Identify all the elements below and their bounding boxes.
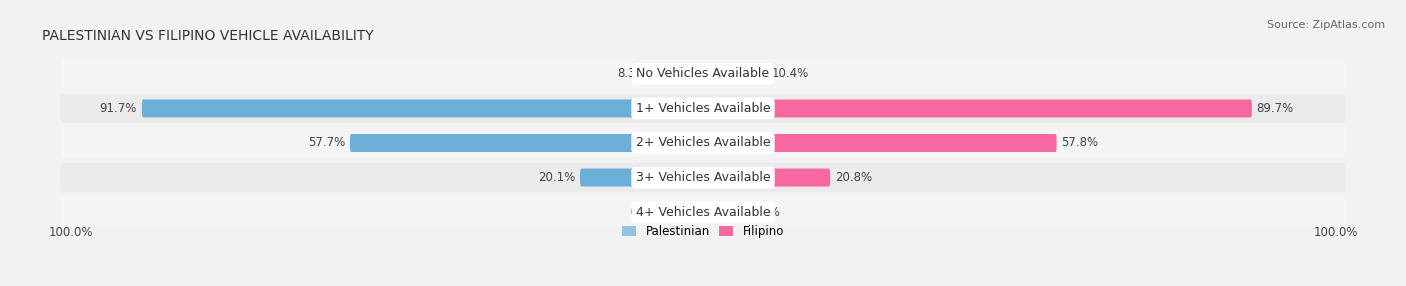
Text: Source: ZipAtlas.com: Source: ZipAtlas.com	[1267, 20, 1385, 30]
FancyBboxPatch shape	[60, 59, 1346, 88]
Text: 1+ Vehicles Available: 1+ Vehicles Available	[636, 102, 770, 115]
Text: 6.4%: 6.4%	[628, 206, 659, 219]
FancyBboxPatch shape	[60, 198, 1346, 227]
FancyBboxPatch shape	[703, 134, 1057, 152]
FancyBboxPatch shape	[703, 168, 831, 186]
Text: No Vehicles Available: No Vehicles Available	[637, 67, 769, 80]
FancyBboxPatch shape	[652, 65, 703, 83]
Text: 3+ Vehicles Available: 3+ Vehicles Available	[636, 171, 770, 184]
Text: 4+ Vehicles Available: 4+ Vehicles Available	[636, 206, 770, 219]
FancyBboxPatch shape	[60, 94, 1346, 123]
FancyBboxPatch shape	[60, 128, 1346, 158]
Text: 100.0%: 100.0%	[1313, 226, 1358, 239]
FancyBboxPatch shape	[60, 163, 1346, 192]
Text: 20.8%: 20.8%	[835, 171, 872, 184]
Text: 6.9%: 6.9%	[751, 206, 780, 219]
Text: 20.1%: 20.1%	[538, 171, 575, 184]
FancyBboxPatch shape	[581, 168, 703, 186]
Text: 2+ Vehicles Available: 2+ Vehicles Available	[636, 136, 770, 150]
FancyBboxPatch shape	[142, 100, 703, 118]
FancyBboxPatch shape	[703, 203, 745, 221]
Text: PALESTINIAN VS FILIPINO VEHICLE AVAILABILITY: PALESTINIAN VS FILIPINO VEHICLE AVAILABI…	[42, 29, 374, 43]
Text: 100.0%: 100.0%	[48, 226, 93, 239]
Text: 57.7%: 57.7%	[308, 136, 344, 150]
FancyBboxPatch shape	[664, 203, 703, 221]
Text: 89.7%: 89.7%	[1257, 102, 1294, 115]
FancyBboxPatch shape	[703, 65, 766, 83]
FancyBboxPatch shape	[350, 134, 703, 152]
Text: 91.7%: 91.7%	[100, 102, 136, 115]
FancyBboxPatch shape	[703, 100, 1251, 118]
Text: 10.4%: 10.4%	[772, 67, 808, 80]
Text: 8.3%: 8.3%	[617, 67, 647, 80]
Legend: Palestinian, Filipino: Palestinian, Filipino	[621, 225, 785, 238]
Text: 57.8%: 57.8%	[1062, 136, 1098, 150]
